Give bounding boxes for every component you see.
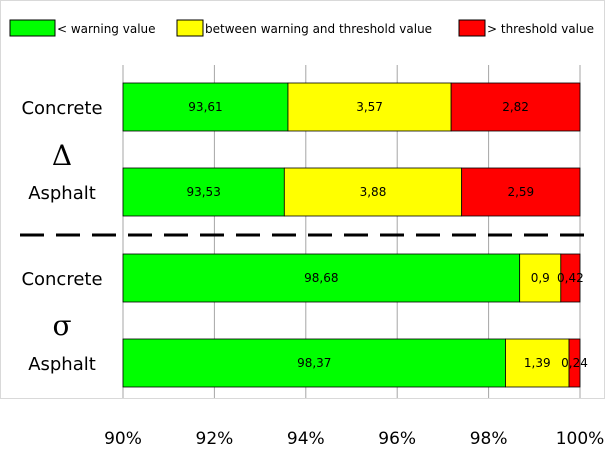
bar-segment (461, 167, 581, 217)
bar-segment (560, 253, 581, 303)
x-tick-label: 100% (556, 429, 605, 449)
legend-label: > threshold value (487, 22, 594, 36)
bar-value-label: 3,57 (356, 100, 383, 114)
legend-label: between warning and threshold value (205, 22, 432, 36)
legend: < warning value between warning and thres… (9, 19, 594, 37)
bar-value-label: 98,68 (304, 271, 338, 285)
legend-label: < warning value (57, 22, 156, 36)
bar-value-label: 0,9 (531, 271, 550, 285)
bar-value-label: 3,88 (360, 185, 387, 199)
group-label: Δ (52, 139, 72, 172)
bar-value-label: 0,24 (561, 356, 588, 370)
bar-value-label: 93,61 (188, 100, 222, 114)
bar-value-label: 98,37 (297, 356, 331, 370)
category-label: Asphalt (28, 183, 96, 204)
bar-value-label: 0,42 (557, 271, 584, 285)
bar-segment (122, 167, 285, 217)
bar-segment (450, 82, 581, 132)
category-label: Concrete (21, 98, 102, 119)
bar-segment (287, 82, 452, 132)
x-tick-label: 96% (378, 429, 416, 449)
bars (122, 82, 581, 388)
category-label: Asphalt (28, 354, 96, 375)
labels: 90% 92% 94% 96% 98% 100% 93,61 3,57 2,82 Concrete… (21, 98, 604, 449)
bar-segment (505, 338, 570, 388)
bar-segment (122, 338, 506, 388)
bar-value-label: 2,82 (502, 100, 529, 114)
bar-value-label: 1,39 (524, 356, 551, 370)
category-label: Concrete (21, 269, 102, 290)
x-tick-label: 94% (287, 429, 325, 449)
bar-value-label: 2,59 (507, 185, 534, 199)
legend-swatch (176, 19, 204, 37)
bar-segment (568, 338, 581, 388)
group-label: σ (52, 309, 71, 342)
x-tick-label: 90% (104, 429, 142, 449)
bar-value-label: 93,53 (186, 185, 220, 199)
x-tick-label: 92% (196, 429, 234, 449)
bar-segment (122, 253, 521, 303)
bar-segment (122, 82, 289, 132)
legend-swatch (458, 19, 486, 37)
x-tick-label: 98% (470, 429, 508, 449)
bar-segment (519, 253, 562, 303)
bar-segment (283, 167, 463, 217)
legend-swatch (9, 19, 56, 37)
